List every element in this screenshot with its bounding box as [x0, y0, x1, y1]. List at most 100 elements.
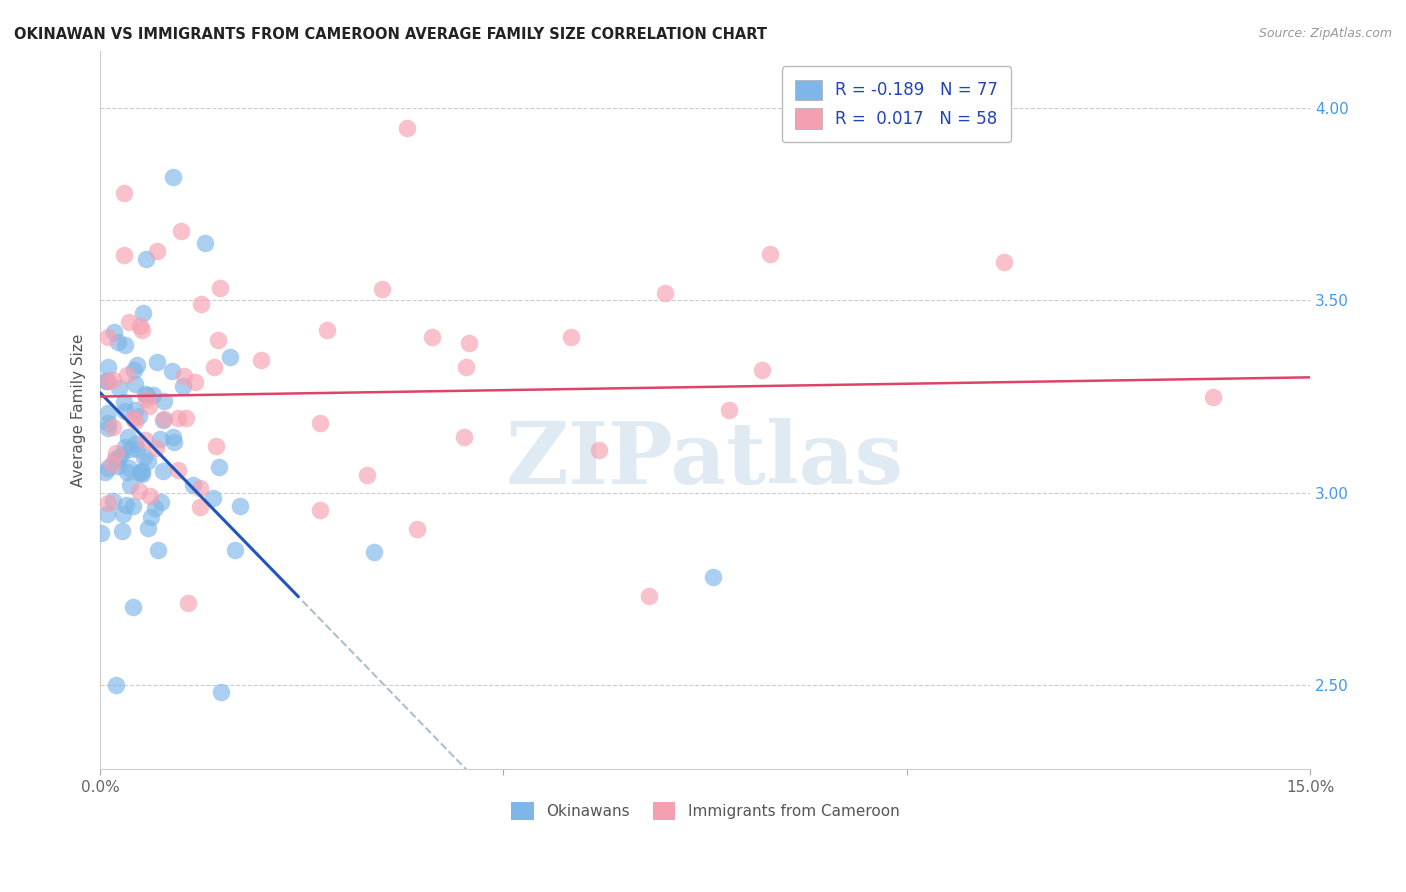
Point: [112, 186, 135, 200]
Point: [170, 224, 193, 238]
Point: [250, 353, 273, 368]
Point: [202, 491, 225, 505]
Point: [96, 374, 118, 388]
Point: [453, 430, 475, 444]
Point: [167, 463, 190, 477]
Point: [149, 433, 172, 447]
Point: [97, 421, 120, 435]
Point: [132, 450, 155, 465]
Point: [143, 500, 166, 515]
Point: [139, 489, 162, 503]
Point: [121, 411, 143, 425]
Point: [758, 247, 780, 261]
Point: [173, 368, 195, 383]
Point: [97, 329, 120, 343]
Point: [117, 430, 139, 444]
Point: [127, 359, 149, 373]
Point: [145, 244, 167, 258]
Point: [162, 430, 184, 444]
Point: [993, 255, 1015, 269]
Point: [194, 235, 217, 250]
Text: Source: ZipAtlas.com: Source: ZipAtlas.com: [1258, 27, 1392, 40]
Point: [103, 325, 125, 339]
Point: [202, 360, 225, 375]
Point: [181, 478, 204, 492]
Point: [114, 441, 136, 455]
Point: [160, 364, 183, 378]
Point: [104, 451, 127, 466]
Point: [97, 360, 120, 375]
Point: [131, 323, 153, 337]
Point: [167, 411, 190, 425]
Point: [131, 467, 153, 481]
Point: [356, 468, 378, 483]
Point: [162, 170, 184, 185]
Legend: Okinawans, Immigrants from Cameroon: Okinawans, Immigrants from Cameroon: [505, 796, 905, 826]
Point: [97, 406, 120, 420]
Point: [96, 507, 118, 521]
Point: [94, 465, 117, 479]
Point: [110, 448, 132, 462]
Point: [315, 323, 337, 337]
Point: [129, 465, 152, 479]
Point: [204, 440, 226, 454]
Y-axis label: Average Family Size: Average Family Size: [72, 334, 86, 487]
Point: [458, 335, 481, 350]
Point: [371, 282, 394, 296]
Point: [101, 373, 124, 387]
Point: [219, 351, 242, 365]
Point: [90, 525, 112, 540]
Point: [148, 543, 170, 558]
Point: [101, 419, 124, 434]
Point: [702, 570, 724, 584]
Point: [153, 394, 176, 409]
Point: [112, 395, 135, 409]
Point: [97, 461, 120, 475]
Point: [131, 306, 153, 320]
Point: [224, 542, 246, 557]
Point: [588, 442, 610, 457]
Point: [138, 399, 160, 413]
Point: [560, 330, 582, 344]
Text: ZIPatlas: ZIPatlas: [506, 418, 904, 502]
Point: [115, 465, 138, 479]
Point: [188, 500, 211, 515]
Point: [152, 412, 174, 426]
Point: [172, 379, 194, 393]
Point: [115, 498, 138, 512]
Point: [152, 413, 174, 427]
Point: [131, 464, 153, 478]
Point: [114, 404, 136, 418]
Point: [105, 678, 128, 692]
Point: [184, 375, 207, 389]
Point: [122, 500, 145, 514]
Point: [124, 377, 146, 392]
Point: [363, 545, 385, 559]
Point: [142, 387, 165, 401]
Point: [145, 441, 167, 455]
Point: [654, 286, 676, 301]
Point: [177, 596, 200, 610]
Point: [122, 600, 145, 615]
Point: [114, 338, 136, 352]
Point: [717, 402, 740, 417]
Point: [115, 368, 138, 382]
Point: [139, 510, 162, 524]
Point: [1202, 390, 1225, 404]
Point: [127, 442, 149, 456]
Point: [122, 363, 145, 377]
Text: OKINAWAN VS IMMIGRANTS FROM CAMEROON AVERAGE FAMILY SIZE CORRELATION CHART: OKINAWAN VS IMMIGRANTS FROM CAMEROON AVE…: [14, 27, 768, 42]
Point: [97, 374, 120, 388]
Point: [97, 496, 120, 510]
Point: [135, 252, 157, 267]
Point: [207, 333, 229, 347]
Point: [107, 335, 129, 350]
Point: [107, 381, 129, 395]
Point: [208, 280, 231, 294]
Point: [118, 478, 141, 492]
Point: [751, 362, 773, 376]
Point: [134, 387, 156, 401]
Point: [163, 435, 186, 450]
Point: [406, 522, 429, 536]
Point: [107, 451, 129, 466]
